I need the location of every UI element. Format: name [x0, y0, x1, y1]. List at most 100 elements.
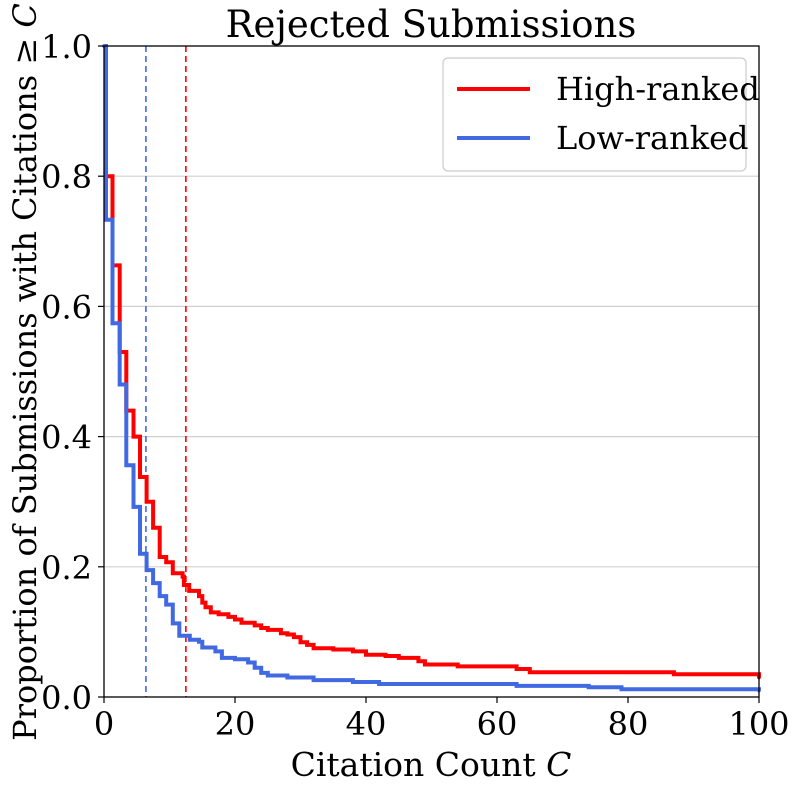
data-point-1-39 [514, 684, 519, 688]
data-point-1-14 [150, 568, 155, 572]
data-point-1-28 [213, 649, 218, 654]
data-point-0-4 [117, 263, 121, 268]
data-point-0-27 [200, 600, 205, 605]
x-tick-label-0: 0 [94, 705, 114, 743]
data-point-1-15 [151, 581, 155, 585]
data-point-0-52 [527, 670, 532, 675]
data-point-0-38 [285, 632, 290, 637]
legend-label-low-ranked: Low-ranked [556, 119, 749, 157]
grid-lines [104, 175, 759, 568]
legend: High-ranked Low-ranked [442, 57, 760, 172]
y-tick-label-0: 0.0 [41, 679, 92, 717]
y-axis-label-symbol: C [6, 3, 44, 27]
data-point-0-22 [180, 574, 185, 579]
data-point-1-7 [124, 463, 129, 468]
data-point-1-4 [117, 321, 121, 326]
x-tick-label-3: 60 [477, 705, 518, 743]
y-axis-label: Proportion of Submissions with Citations… [6, 3, 44, 741]
data-point-1-34 [265, 673, 270, 678]
data-point-1-20 [170, 602, 174, 607]
data-point-1-21 [170, 621, 175, 626]
data-point-1-37 [351, 680, 355, 684]
data-point-0-17 [157, 555, 162, 559]
data-point-0-47 [396, 656, 401, 660]
data-point-1-17 [157, 594, 162, 598]
data-point-0-9 [131, 434, 136, 439]
data-point-1-35 [285, 675, 290, 680]
data-point-1-24 [187, 634, 191, 638]
data-point-0-12 [144, 475, 148, 479]
data-point-0-6 [123, 350, 128, 354]
data-point-0-45 [364, 652, 368, 657]
legend-label-high-ranked: High-ranked [556, 70, 760, 108]
data-point-0-29 [208, 610, 213, 615]
data-point-1-38 [377, 682, 381, 686]
data-point-1-10 [137, 505, 142, 509]
y-tick-label-5: 1.0 [41, 28, 92, 66]
data-point-1-11 [138, 551, 142, 556]
data-point-0-37 [279, 631, 283, 636]
data-point-1-18 [163, 594, 168, 598]
data-point-1-40 [586, 685, 591, 690]
data-point-0-43 [331, 647, 336, 652]
data-point-1-12 [144, 551, 148, 556]
y-tick-label-4: 0.8 [41, 158, 92, 196]
data-point-0-18 [163, 555, 168, 559]
data-point-1-27 [200, 645, 205, 650]
x-axis-label-text: Citation Count [291, 745, 547, 784]
data-point-0-48 [416, 659, 421, 663]
y-tick-label-1: 0.2 [41, 549, 92, 587]
data-point-0-23 [182, 583, 186, 587]
data-point-0-44 [351, 649, 355, 654]
data-point-0-51 [514, 667, 519, 671]
data-point-1-13 [144, 568, 149, 572]
data-point-1-22 [176, 621, 181, 626]
data-point-1-25 [188, 637, 192, 642]
data-point-1-9 [131, 505, 136, 509]
data-point-0-31 [226, 615, 231, 619]
data-point-0-10 [137, 434, 142, 439]
data-point-1-19 [164, 602, 169, 607]
data-point-0-41 [305, 643, 309, 647]
reference-lines [145, 46, 187, 697]
data-point-0-39 [292, 635, 296, 639]
data-point-1-32 [252, 665, 257, 670]
data-point-1-29 [220, 656, 224, 660]
y-axis-ticks: 0.0 0.2 0.4 0.6 0.8 1.0 [41, 28, 104, 717]
data-point-0-16 [157, 525, 161, 530]
data-point-0-49 [423, 662, 427, 667]
data-point-1-23 [177, 634, 182, 638]
data-point-1-5 [117, 382, 122, 387]
data-point-1-3 [110, 321, 115, 326]
plot-frame [103, 45, 760, 698]
data-point-1-36 [311, 678, 316, 682]
data-point-1-16 [157, 581, 161, 585]
chart-title: Rejected Submissions [226, 3, 637, 46]
data-point-0-36 [265, 628, 270, 632]
data-point-1-8 [131, 463, 135, 468]
data-point-0-33 [239, 620, 244, 625]
x-tick-label-1: 20 [215, 705, 256, 743]
data-point-0-20 [170, 560, 174, 565]
data-point-0-13 [144, 499, 149, 504]
legend-box [442, 57, 747, 172]
data-point-0-35 [259, 626, 264, 630]
data-point-0-15 [151, 525, 155, 530]
data-series [102, 44, 761, 693]
data-point-0-25 [187, 589, 191, 593]
y-axis-label-text: Proportion of Submissions with Citations… [6, 28, 44, 741]
data-point-1-30 [233, 657, 237, 662]
data-point-0-28 [203, 605, 208, 609]
x-axis-ticks: 0 20 40 60 80 100 [94, 697, 790, 743]
data-point-0-40 [298, 640, 303, 645]
data-point-1-26 [197, 639, 201, 644]
data-point-1-6 [123, 382, 128, 387]
data-point-0-11 [138, 475, 142, 479]
data-point-1-2 [110, 218, 114, 222]
data-point-0-30 [216, 612, 221, 617]
x-tick-label-5: 100 [728, 705, 789, 743]
data-point-0-24 [186, 583, 190, 587]
data-point-0-50 [455, 664, 460, 669]
data-point-0-46 [383, 654, 388, 658]
